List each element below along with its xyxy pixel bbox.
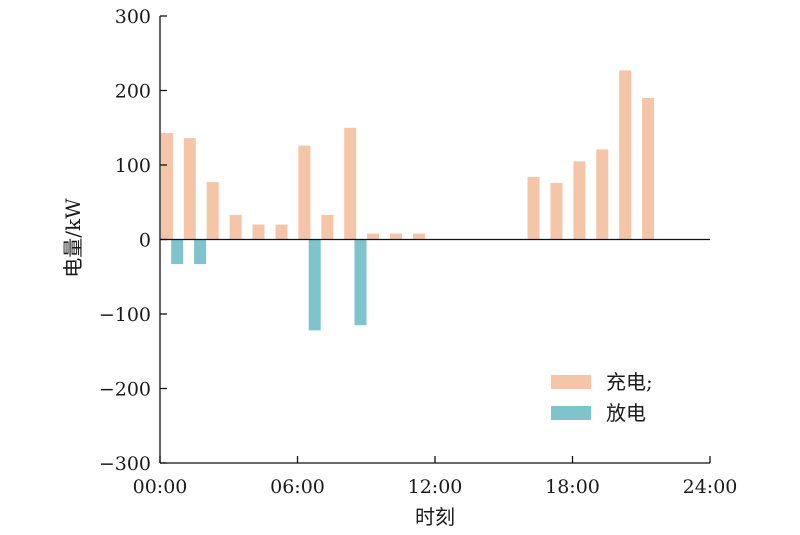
charge-bar (573, 161, 586, 240)
charge-bar (390, 233, 402, 240)
charge-bar (298, 145, 311, 240)
x-tick-label: 24:00 (683, 476, 738, 498)
legend: 充电; 放电 (551, 370, 653, 425)
legend-swatch-charge (551, 375, 591, 389)
y-tick-label: 300 (115, 6, 151, 28)
y-tick-label: 0 (139, 230, 151, 252)
charge-bar (344, 127, 357, 240)
charge-bar (252, 224, 265, 240)
charge-bar (596, 149, 609, 240)
charge-bar (206, 182, 219, 240)
legend-label-discharge: 放电 (606, 401, 646, 425)
discharge-bar (194, 239, 207, 265)
discharge-bar (354, 239, 367, 326)
charge-bar (160, 133, 173, 240)
discharge-bar (308, 239, 321, 331)
y-tick-label: 100 (115, 155, 151, 177)
charge-bar (413, 233, 425, 240)
charge-bar (183, 138, 196, 240)
x-tick-label: 06:00 (270, 476, 325, 498)
charge-bar (229, 214, 242, 240)
x-tick-label: 18:00 (545, 476, 600, 498)
y-tick-label: −200 (99, 379, 151, 401)
charge-bar (527, 176, 540, 240)
y-tick-label: 200 (115, 81, 151, 103)
discharge-bar (171, 239, 184, 265)
charge-bar (367, 233, 380, 240)
charge-bar (321, 214, 334, 240)
x-tick-label: 12:00 (408, 476, 463, 498)
charge-bar (550, 182, 563, 240)
x-tick-label: 00:00 (133, 476, 188, 498)
y-axis-label: 电量/kW (61, 198, 85, 278)
y-tick-label: −300 (99, 453, 151, 475)
legend-label-charge: 充电; (606, 370, 653, 394)
x-axis-label: 时刻 (415, 505, 455, 529)
charge-bar (275, 224, 288, 240)
legend-swatch-discharge (551, 406, 591, 420)
y-tick-label: −100 (99, 304, 151, 326)
charge-bar (619, 70, 632, 240)
charge-bar (642, 97, 655, 240)
